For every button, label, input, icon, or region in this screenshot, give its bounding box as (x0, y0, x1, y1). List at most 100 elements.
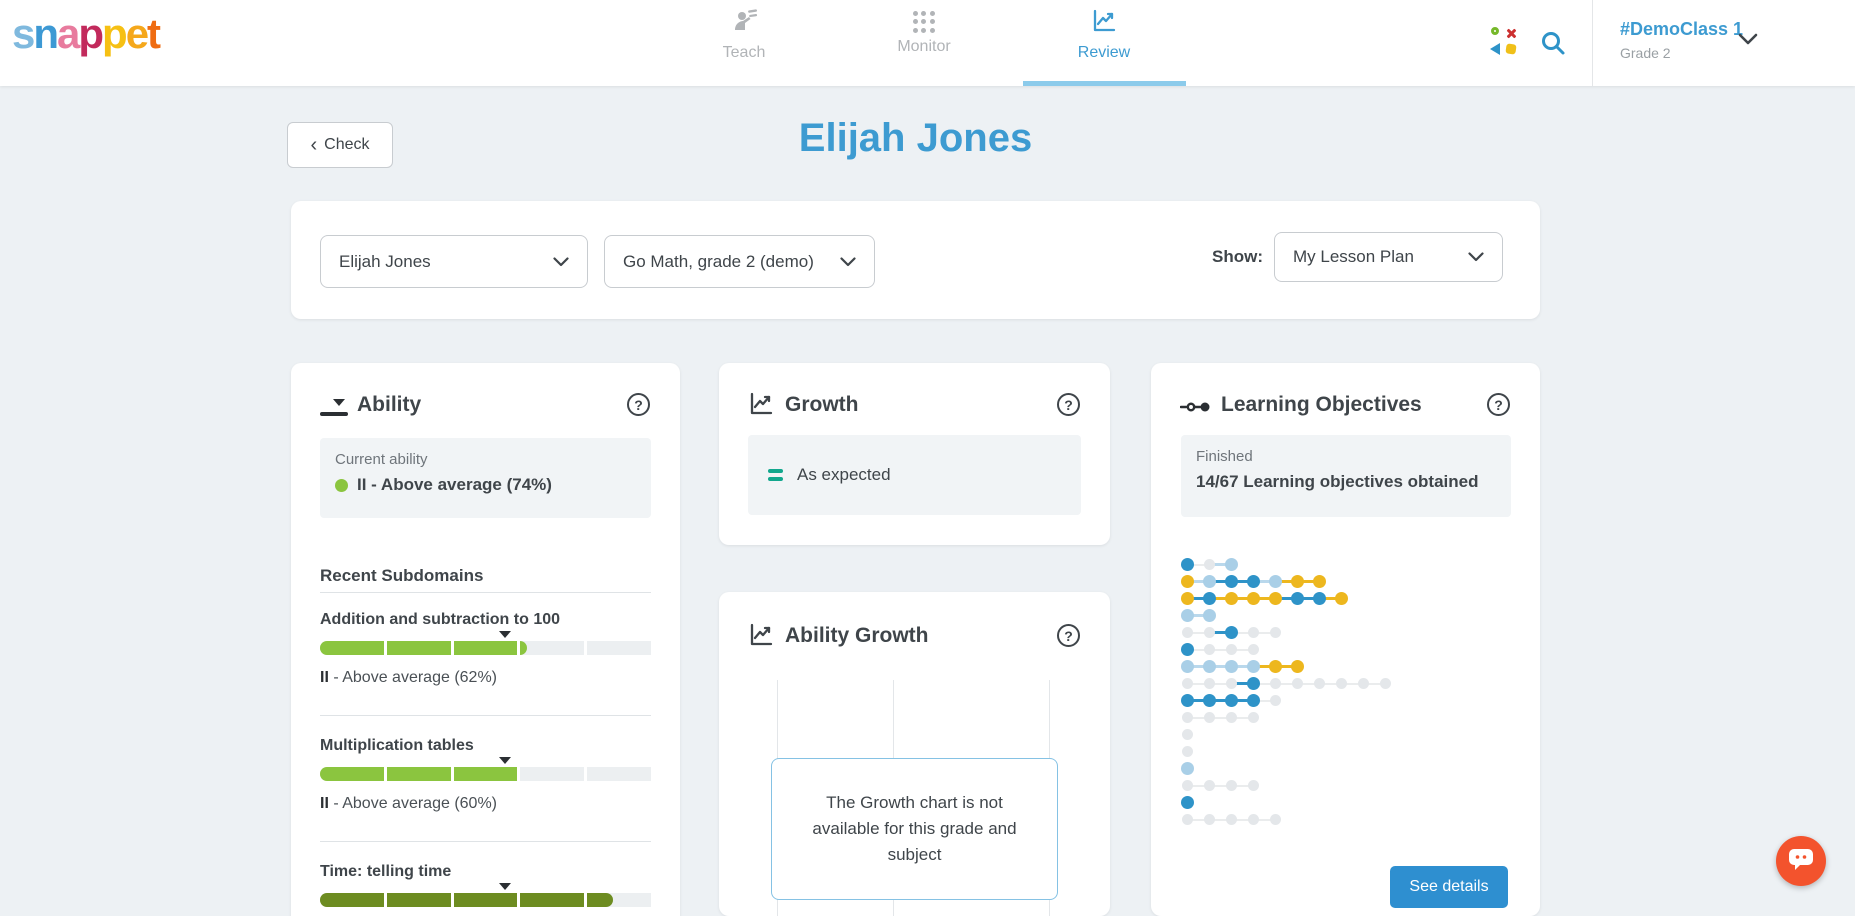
objective-dot[interactable] (1246, 660, 1260, 673)
games-icon[interactable] (1490, 27, 1520, 58)
learning-objectives-card: Learning Objectives ? Finished 14/67 Lea… (1151, 363, 1540, 916)
objective-dot[interactable] (1247, 712, 1259, 723)
objective-dot[interactable] (1290, 660, 1304, 673)
objective-dot[interactable] (1379, 678, 1391, 689)
objective-dot[interactable] (1268, 592, 1282, 605)
objective-dot[interactable] (1312, 575, 1326, 588)
objective-dot[interactable] (1202, 609, 1216, 622)
objective-dot[interactable] (1268, 575, 1282, 588)
chat-button[interactable] (1776, 836, 1826, 886)
subdomain-ability-bar[interactable] (320, 883, 651, 907)
ability-help-icon[interactable]: ? (627, 393, 650, 416)
objective-dot[interactable] (1180, 575, 1194, 588)
current-ability-box: Current ability II - Above average (74%) (320, 438, 651, 518)
objective-row (1180, 709, 1520, 726)
back-to-check-button[interactable]: ‹ Check (287, 122, 393, 168)
objective-dot[interactable] (1225, 644, 1237, 655)
objective-dot[interactable] (1180, 643, 1194, 656)
tab-review[interactable]: Review (1044, 8, 1164, 62)
ability-card: Ability ? Current ability II - Above ave… (291, 363, 680, 916)
objective-dot[interactable] (1203, 559, 1215, 570)
objective-dot[interactable] (1312, 592, 1326, 605)
objective-dot[interactable] (1224, 694, 1238, 707)
objective-dot[interactable] (1181, 678, 1193, 689)
objective-dot[interactable] (1224, 558, 1238, 571)
objective-dot[interactable] (1224, 660, 1238, 673)
see-details-button[interactable]: See details (1390, 866, 1508, 908)
objective-dot[interactable] (1313, 678, 1325, 689)
objective-dot[interactable] (1181, 627, 1193, 638)
subdomain-ability-bar[interactable] (320, 631, 651, 655)
objective-dot[interactable] (1225, 780, 1237, 791)
objective-dot[interactable] (1247, 814, 1259, 825)
objective-dot[interactable] (1181, 712, 1193, 723)
objective-dot[interactable] (1246, 592, 1260, 605)
objective-dot[interactable] (1180, 660, 1194, 673)
objective-dot[interactable] (1203, 627, 1215, 638)
objective-dot[interactable] (1202, 592, 1216, 605)
course-dropdown[interactable]: Go Math, grade 2 (demo) (604, 235, 875, 288)
objective-dot[interactable] (1269, 814, 1281, 825)
objective-dot[interactable] (1247, 627, 1259, 638)
ability-growth-help-icon[interactable]: ? (1057, 624, 1080, 647)
objective-dot[interactable] (1225, 712, 1237, 723)
objective-dot[interactable] (1224, 626, 1238, 639)
chat-bubble-icon (1787, 846, 1815, 877)
objective-dot[interactable] (1290, 592, 1304, 605)
objective-dot[interactable] (1269, 695, 1281, 706)
objective-dot[interactable] (1269, 627, 1281, 638)
objective-dot[interactable] (1203, 712, 1215, 723)
chevron-down-icon[interactable] (1738, 33, 1758, 51)
objective-dot[interactable] (1334, 592, 1348, 605)
objective-dot[interactable] (1269, 678, 1281, 689)
class-selector[interactable]: #DemoClass 1 Grade 2 (1620, 19, 1743, 61)
objective-dot[interactable] (1181, 780, 1193, 791)
student-dropdown[interactable]: Elijah Jones (320, 235, 588, 288)
search-icon[interactable] (1540, 30, 1566, 56)
objective-dot[interactable] (1180, 796, 1194, 809)
objective-row (1180, 641, 1520, 658)
objective-row (1180, 777, 1520, 794)
objective-connector (1231, 597, 1253, 600)
objective-dot[interactable] (1224, 592, 1238, 605)
objective-dot[interactable] (1225, 814, 1237, 825)
objective-dot[interactable] (1181, 746, 1193, 757)
objective-dot[interactable] (1203, 678, 1215, 689)
snappet-logo[interactable]: snappet (12, 10, 161, 57)
objective-dot[interactable] (1290, 575, 1304, 588)
objective-dot[interactable] (1181, 729, 1193, 740)
show-dropdown[interactable]: My Lesson Plan (1274, 232, 1503, 282)
objective-dot[interactable] (1247, 780, 1259, 791)
objective-dot[interactable] (1180, 609, 1194, 622)
objective-dot[interactable] (1224, 575, 1238, 588)
objective-dot[interactable] (1247, 644, 1259, 655)
objective-dot[interactable] (1202, 694, 1216, 707)
objective-dot[interactable] (1246, 677, 1260, 690)
tab-teach[interactable]: Teach (684, 8, 804, 62)
objective-dot[interactable] (1246, 575, 1260, 588)
objective-dot[interactable] (1181, 814, 1193, 825)
subdomain-ability-bar[interactable] (320, 757, 651, 781)
objective-dot[interactable] (1203, 644, 1215, 655)
chevron-down-icon (553, 256, 569, 266)
objective-dot[interactable] (1180, 694, 1194, 707)
objective-dot[interactable] (1268, 660, 1282, 673)
objective-dot[interactable] (1180, 592, 1194, 605)
objective-dot[interactable] (1225, 678, 1237, 689)
objective-dot[interactable] (1357, 678, 1369, 689)
objective-dot[interactable] (1180, 762, 1194, 775)
tab-monitor[interactable]: Monitor (864, 8, 984, 56)
objective-dot[interactable] (1203, 814, 1215, 825)
objective-dot[interactable] (1335, 678, 1347, 689)
objective-dot[interactable] (1202, 575, 1216, 588)
learning-objectives-help-icon[interactable]: ? (1487, 393, 1510, 416)
objective-dot[interactable] (1203, 780, 1215, 791)
objective-connector (1209, 818, 1231, 821)
objective-dot[interactable] (1202, 660, 1216, 673)
objective-dot[interactable] (1180, 558, 1194, 571)
growth-help-icon[interactable]: ? (1057, 393, 1080, 416)
objective-dot[interactable] (1246, 694, 1260, 707)
objective-dot[interactable] (1291, 678, 1303, 689)
objective-connector (1253, 699, 1275, 702)
objective-connector (1187, 682, 1209, 685)
